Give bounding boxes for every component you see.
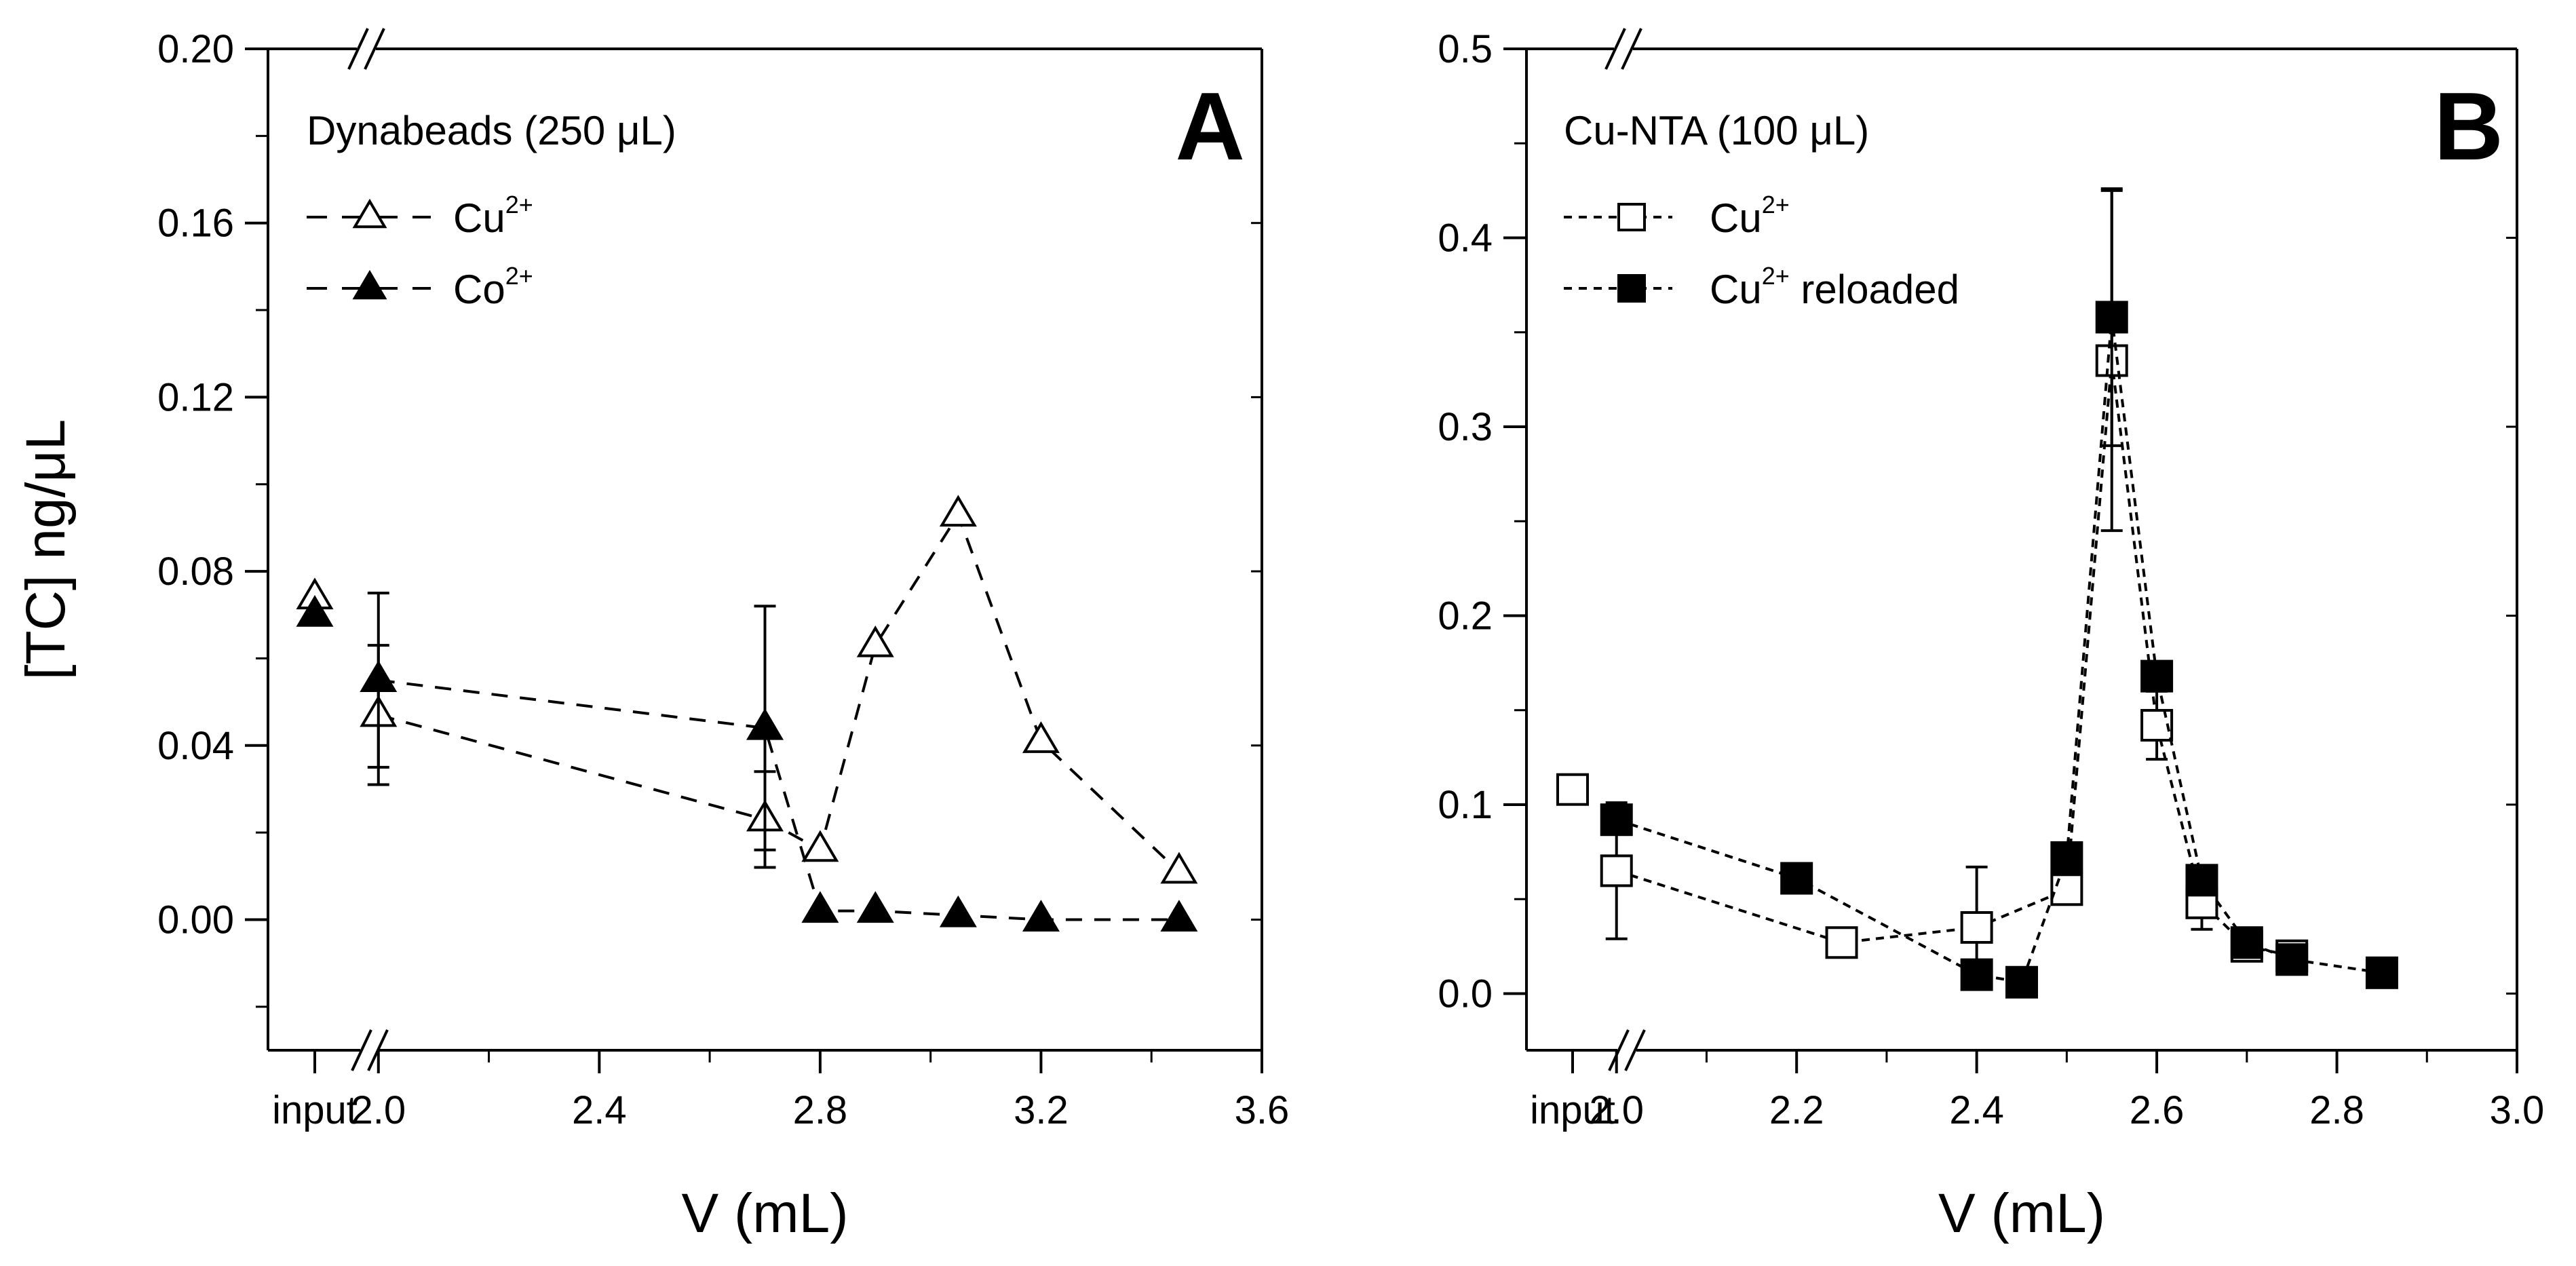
data-point [360,660,398,693]
legend-label-base: Co [453,267,505,312]
input-data-point [1556,773,1589,806]
data-point [1600,854,1633,887]
data-point [2095,301,2128,334]
data-point [746,708,784,740]
axis-break-mark [364,28,385,70]
y-tick-label: 0.2 [1438,594,1493,638]
data-point [1022,721,1060,753]
y-tick-label: 0.5 [1438,27,1493,71]
data-point [1780,862,1813,895]
data-point [1160,900,1198,932]
series-1 [296,592,1198,932]
legend-label-suffix: reloaded [1790,267,1959,312]
data-point [1600,803,1633,837]
y-tick-label: 0.1 [1438,783,1493,827]
data-point [939,895,977,927]
input-data-point [296,595,334,627]
data-point [2140,659,2174,693]
legend-label-base: Cu [453,195,505,241]
legend-label-superscript: 2+ [505,191,533,218]
x-tick-label: 2.0 [1589,1088,1644,1132]
data-point [2365,956,2398,989]
y-tick-label: 0.04 [157,724,234,768]
legend-label: Cu2+ [1710,191,1790,241]
data-point [801,830,839,862]
x-tick-label: 2.2 [1769,1088,1824,1132]
y-tick-label: 0.0 [1438,972,1493,1016]
x-tick-label: 2.8 [793,1088,848,1132]
legend-label: Cu2+ [453,191,533,241]
legend-title: Cu-NTA (100 μL) [1564,108,1869,153]
data-point [2185,864,2218,897]
legend-label-superscript: 2+ [1762,191,1790,218]
data-point [2050,873,2083,906]
data-point [2050,841,2083,874]
data-point [1825,926,1858,959]
y-axis-title: [TC] ng/μL [15,419,77,680]
data-point [1960,910,1993,944]
axis-break-mark [1608,1029,1630,1071]
legend-title: Dynabeads (250 μL) [307,108,676,153]
data-point [939,495,977,527]
x-tick-label: 2.8 [2309,1088,2364,1132]
data-point [801,891,839,923]
axis-break-mark [351,1029,372,1071]
x-tick-label: 3.6 [1235,1088,1290,1132]
legend-label-base: Cu [1710,267,1762,312]
legend-marker [1617,274,1646,303]
legend-marker [352,269,387,300]
axis-break-mark [1604,28,1626,70]
axis-break-mark [1624,1029,1646,1071]
x-tick-label: 2.0 [351,1088,406,1132]
y-tick-label: 0.4 [1438,216,1493,260]
x-tick-label: input [1530,1088,1615,1132]
y-tick-label: 0.00 [157,898,234,942]
panel-letter: B [2434,73,2503,180]
legend-label-superscript: 2+ [1762,262,1790,290]
x-tick-label: 2.6 [2130,1088,2185,1132]
x-tick-label: 3.2 [1014,1088,1069,1132]
x-tick-label: 3.0 [2490,1088,2545,1132]
y-tick-label: 0.16 [157,202,234,246]
panel-letter: A [1175,73,1245,180]
data-point [856,625,894,657]
data-point [1022,900,1060,932]
legend-label-base: Cu [1710,195,1762,241]
data-point [2230,926,2263,959]
legend-marker [352,198,387,229]
data-point [1960,958,1993,991]
y-tick-label: 0.12 [157,375,234,419]
axis-break-mark [1621,28,1642,70]
legend-label: Cu2+ reloaded [1710,262,1959,312]
y-tick-label: 0.20 [157,27,234,71]
series-1 [1600,187,2398,999]
y-tick-label: 0.3 [1438,405,1493,449]
legend-marker [1617,203,1646,231]
legend-label: Co2+ [453,262,533,312]
data-point [2275,943,2309,976]
x-tick-label: 2.4 [1949,1088,2004,1132]
y-tick-label: 0.08 [157,550,234,594]
x-axis-title: V (mL) [682,1183,849,1244]
data-point [856,891,894,923]
x-axis-title: V (mL) [1938,1183,2105,1244]
legend-label-superscript: 2+ [505,262,533,290]
data-point [1160,851,1198,884]
x-tick-label: 2.4 [572,1088,627,1132]
x-tick-label: input [272,1088,358,1132]
axis-break-mark [347,28,369,70]
data-point [2005,965,2038,999]
